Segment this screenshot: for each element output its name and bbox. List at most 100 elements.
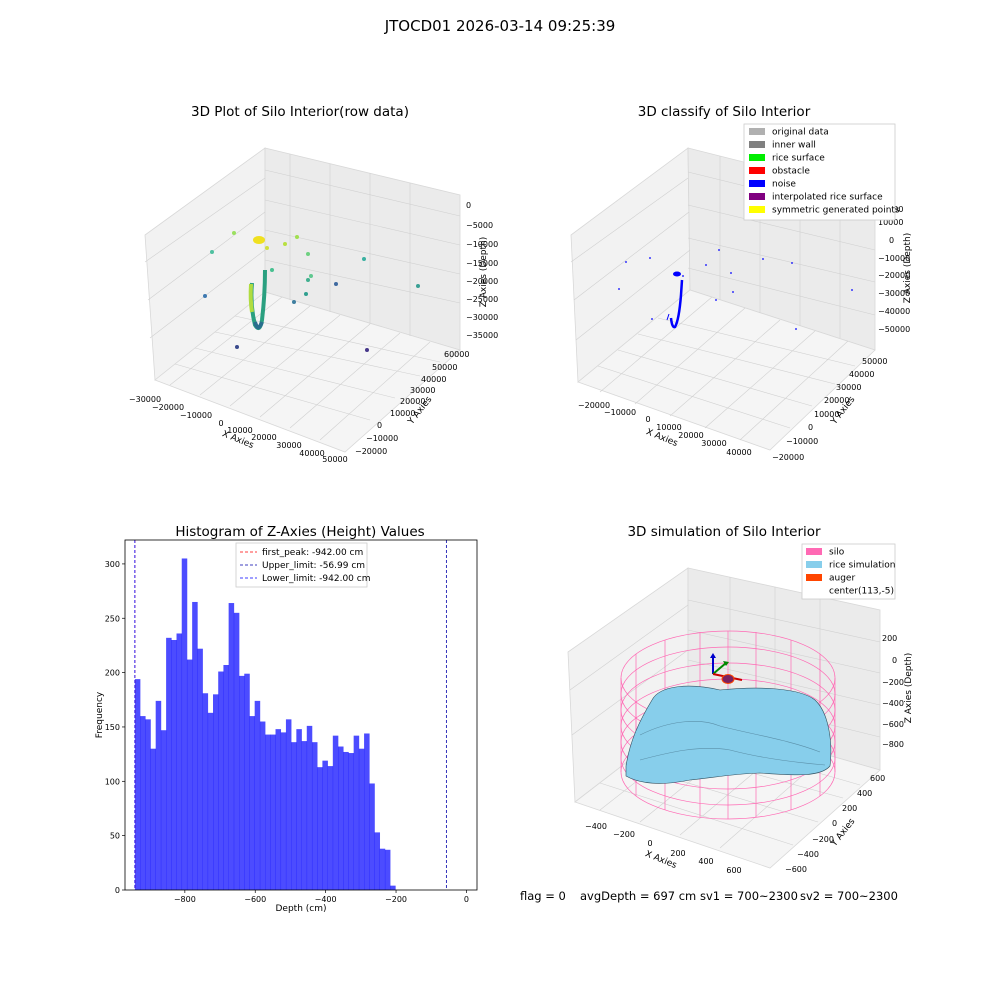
- raw-point-trail: [253, 321, 264, 330]
- histogram-xlabel: Depth (cm): [275, 904, 326, 914]
- histogram-bar: [265, 734, 271, 890]
- raw-xtick: 20000: [251, 433, 276, 442]
- sim-ztick: −600: [882, 720, 904, 729]
- histogram-bar: [150, 748, 156, 890]
- classify-point: [851, 289, 853, 291]
- classify-ztick: −50000: [878, 325, 910, 334]
- classify-legend-label: inner wall: [772, 141, 816, 151]
- histogram-bar: [202, 693, 209, 890]
- histogram-bar: [379, 848, 386, 890]
- raw-pane-floor: [154, 291, 461, 453]
- classify-point: [705, 264, 707, 266]
- histogram-title: Histogram of Z-Axies (Height) Values: [175, 524, 424, 540]
- raw-ytick: 10000: [390, 409, 415, 418]
- raw-ytick: 50000: [432, 363, 457, 372]
- histogram-bar: [233, 612, 240, 890]
- histogram-bar: [364, 733, 370, 890]
- classify-legend-label: interpolated rice surface: [772, 193, 883, 203]
- sim-zlabel: Z Axies (Depth): [904, 653, 914, 724]
- classify-point: [732, 291, 734, 293]
- histogram-ytick-label: 100: [105, 777, 120, 786]
- histogram-xtick-label: −800: [174, 895, 196, 904]
- histogram-bar: [332, 735, 339, 890]
- sim-ytick: −400: [797, 850, 819, 859]
- histogram-bar: [244, 673, 250, 890]
- classify-legend-label: rice surface: [772, 154, 825, 164]
- classify-point-cluster: [673, 271, 681, 277]
- histogram-legend-label: Lower_limit: -942.00 cm: [262, 574, 370, 584]
- histogram-bar: [358, 748, 365, 890]
- raw-point: [203, 294, 207, 298]
- classify-legend: original data inner wall rice surface ob…: [743, 123, 900, 221]
- sim-title: 3D simulation of Silo Interior: [627, 524, 821, 540]
- sim-ztick: 0: [892, 656, 897, 665]
- histogram-reference-lines: [134, 540, 447, 890]
- raw-point: [265, 246, 269, 250]
- histogram-bar: [171, 640, 177, 890]
- raw-point: [232, 231, 236, 235]
- avg-depth-text: avgDepth = 697 cm: [580, 889, 696, 903]
- histogram-bar: [249, 716, 255, 890]
- classify-title: 3D classify of Silo Interior: [638, 104, 811, 120]
- sim-ytick: −600: [785, 865, 807, 874]
- histogram-bar: [343, 751, 349, 890]
- sim-legend-swatch: [806, 548, 822, 555]
- classify-legend-swatch: [749, 167, 765, 174]
- raw-ztick: −20000: [466, 277, 498, 286]
- raw-ytick: −20000: [355, 447, 387, 456]
- classify-legend-label: noise: [772, 180, 796, 190]
- histogram-bar: [270, 734, 276, 890]
- classify-legend-box: [743, 123, 896, 221]
- classify-point: [791, 262, 793, 264]
- histogram-bar: [338, 746, 344, 890]
- histogram-bar: [259, 721, 266, 890]
- histogram-legend-box: [235, 542, 368, 588]
- histogram-bar: [390, 885, 396, 890]
- raw-ytick: −10000: [366, 434, 398, 443]
- classify-ytick: 40000: [849, 370, 874, 379]
- histogram-bar: [275, 729, 282, 890]
- classify-point: [651, 318, 653, 320]
- histogram-legend-label: Upper_limit: -56.99 cm: [262, 561, 365, 571]
- classify-legend-swatch: [749, 206, 765, 213]
- rice-surface-ridge: [639, 721, 821, 753]
- histogram-bar: [311, 742, 318, 890]
- histogram-bar: [223, 665, 229, 890]
- raw-point: [210, 250, 214, 254]
- classify-xtick: 20000: [678, 431, 703, 440]
- raw-xtick: −30000: [129, 395, 161, 404]
- histogram-xtick-label: 0: [464, 895, 469, 904]
- sim-ztick: −800: [882, 740, 904, 749]
- sim-ztick: −400: [882, 699, 904, 708]
- histogram-bar: [140, 716, 146, 890]
- sim-xtick: −200: [613, 830, 635, 839]
- histogram-bar: [301, 741, 308, 890]
- histogram-ytick-label: 200: [105, 669, 120, 678]
- raw-point: [304, 292, 308, 296]
- histogram-bar: [327, 766, 334, 890]
- histogram-bar: [197, 648, 203, 890]
- histogram-bar: [228, 603, 235, 890]
- raw-zlabel: Z Axies (Depth): [479, 237, 489, 308]
- classify-legend-swatch: [749, 141, 765, 148]
- classify-ytick: 20000: [824, 396, 849, 405]
- classify-ztick: −40000: [878, 307, 910, 316]
- sim-legend-swatch: [806, 574, 822, 581]
- classify-point: [625, 261, 627, 263]
- raw-ytick: 40000: [421, 375, 446, 384]
- raw-point: [295, 235, 299, 239]
- status-footer: flag = 0 avgDepth = 697 cm sv1 = 700~230…: [520, 889, 898, 903]
- histogram-bar: [280, 732, 287, 890]
- raw-xtick: 10000: [227, 426, 252, 435]
- raw-ztick: −30000: [466, 313, 498, 322]
- raw-point: [292, 300, 296, 304]
- histogram-bar: [369, 783, 375, 890]
- classify-xtick: −10000: [604, 408, 636, 417]
- classify-zlabel: Z Axies (Depth): [903, 233, 913, 304]
- auger-icon: [721, 674, 735, 684]
- sim-ztick: 200: [882, 634, 897, 643]
- sim-ztick: −200: [882, 678, 904, 687]
- histogram-legend-label: first_peak: -942.00 cm: [262, 548, 363, 558]
- classify-legend-swatch: [749, 128, 765, 135]
- raw-point: [235, 345, 239, 349]
